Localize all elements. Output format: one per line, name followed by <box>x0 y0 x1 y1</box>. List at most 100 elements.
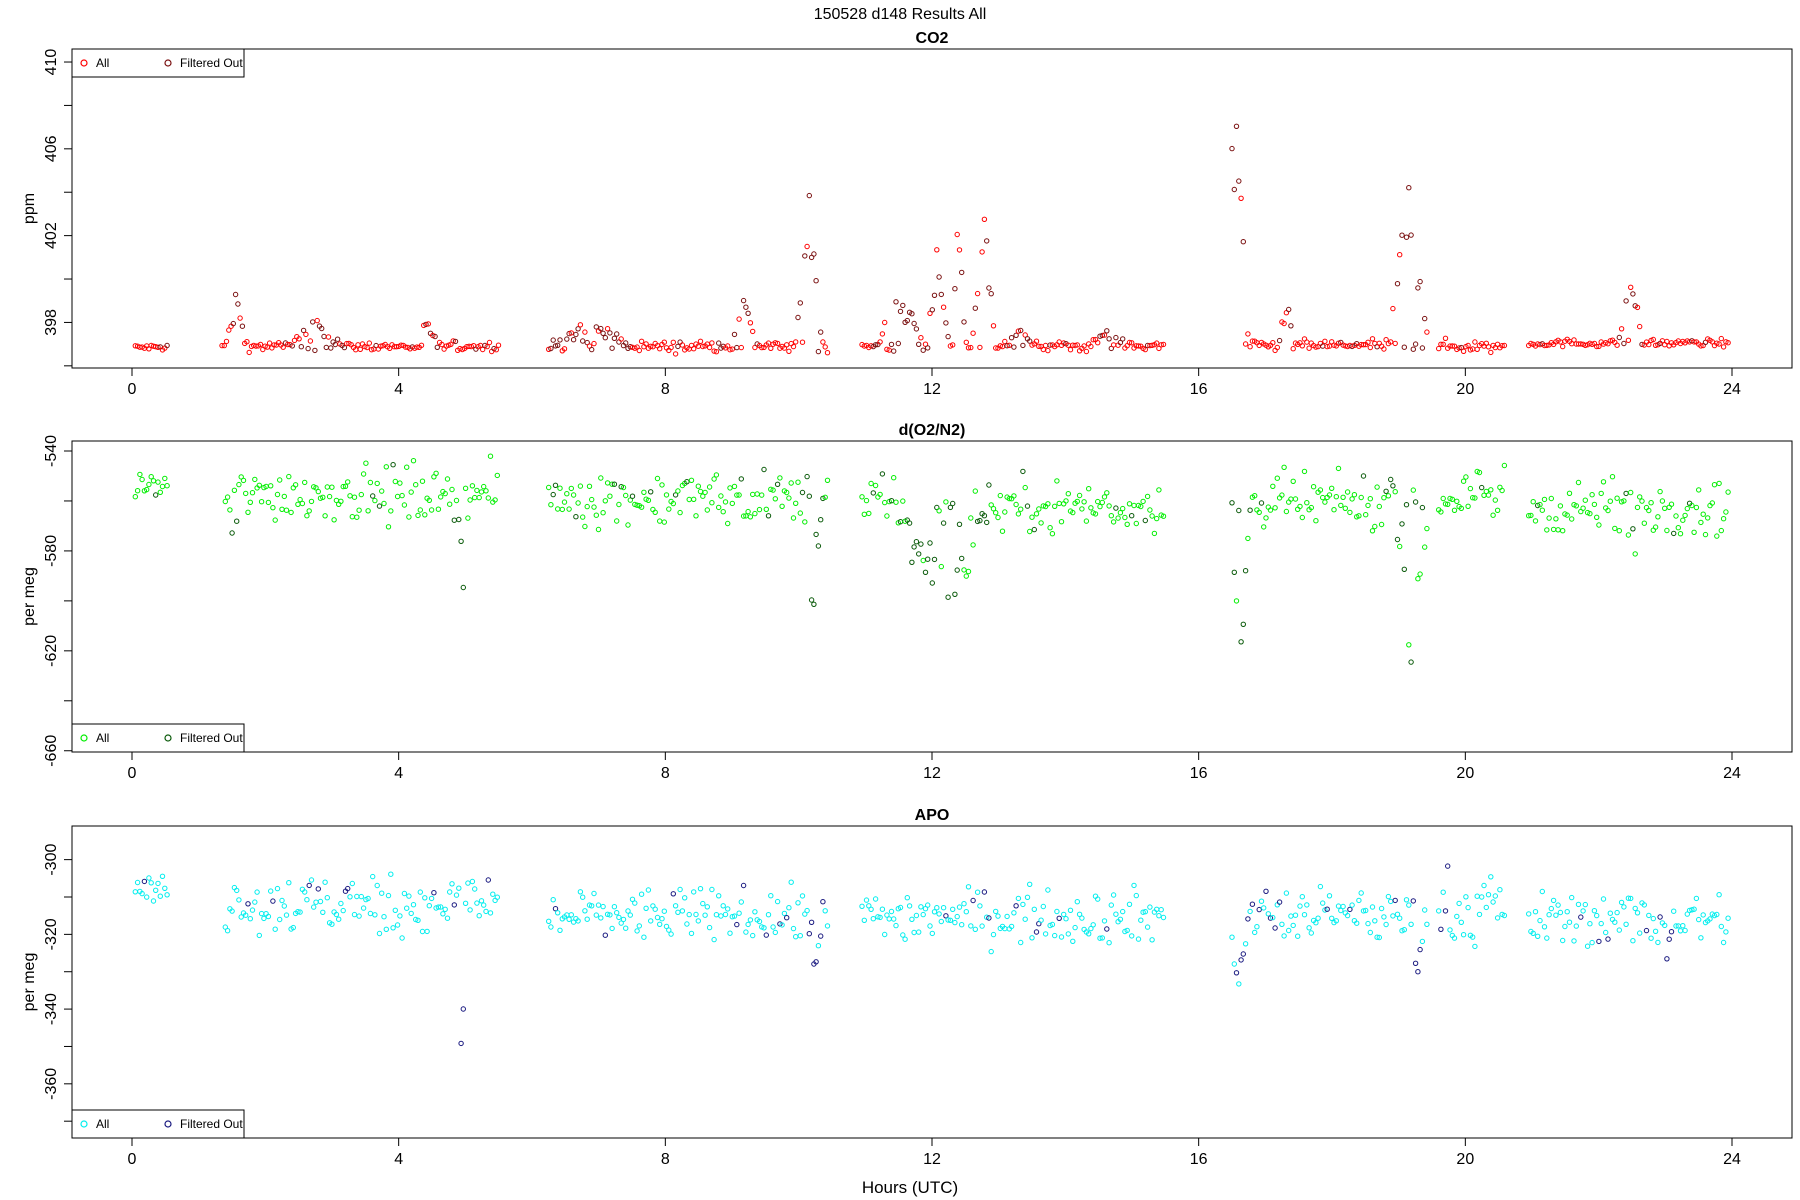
point-all <box>134 879 141 886</box>
point-filtered-out <box>1412 499 1419 505</box>
point-all <box>1040 903 1047 910</box>
point-all <box>1126 501 1133 507</box>
point-all <box>414 344 420 350</box>
point-all <box>134 488 141 494</box>
point-all <box>663 492 670 498</box>
point-all <box>711 476 717 482</box>
legend-marker <box>80 59 88 67</box>
point-filtered-out <box>1231 186 1238 193</box>
point-filtered-out <box>1011 344 1017 350</box>
point-all <box>1460 348 1467 354</box>
point-all <box>1090 337 1096 343</box>
point-all <box>1575 901 1582 908</box>
point-all <box>1074 498 1081 505</box>
y-axis-label: per meg <box>21 567 38 626</box>
point-filtered-out <box>961 319 967 325</box>
point-all <box>1369 528 1376 534</box>
point-all <box>604 911 611 917</box>
point-filtered-out <box>1113 334 1119 341</box>
point-all <box>1492 893 1499 899</box>
point-filtered-out <box>570 337 577 343</box>
point-all <box>1390 913 1396 919</box>
point-all <box>697 338 704 344</box>
point-all <box>1299 514 1306 521</box>
point-all <box>291 337 298 344</box>
point-filtered-out <box>328 345 334 351</box>
point-all <box>254 889 260 895</box>
point-all <box>221 342 228 349</box>
point-all <box>704 507 710 513</box>
point-all <box>725 906 731 912</box>
point-all <box>666 927 672 933</box>
point-all <box>439 341 445 348</box>
point-all <box>1365 339 1371 345</box>
point-all <box>956 904 963 910</box>
point-all <box>722 499 729 505</box>
point-all <box>1306 345 1312 351</box>
point-all <box>476 494 482 501</box>
point-all <box>679 342 686 348</box>
point-all <box>582 908 588 914</box>
point-all <box>645 887 652 893</box>
point-filtered-out <box>808 919 815 925</box>
point-all <box>706 344 713 351</box>
point-all <box>1621 904 1627 910</box>
point-all <box>1680 517 1686 523</box>
point-all <box>884 513 890 519</box>
point-all <box>1445 501 1451 507</box>
point-filtered-out <box>940 520 947 526</box>
point-all <box>718 913 724 919</box>
point-filtered-out <box>888 498 895 504</box>
point-all <box>548 502 554 508</box>
point-all <box>965 568 972 575</box>
point-all <box>722 911 729 918</box>
point-all <box>315 488 321 495</box>
point-all <box>1052 503 1058 509</box>
panel-title: d(O2/N2) <box>899 422 966 439</box>
point-all <box>979 249 985 255</box>
point-filtered-out <box>911 320 917 327</box>
point-all <box>652 906 658 912</box>
point-all <box>561 346 568 352</box>
point-all <box>1571 938 1577 944</box>
point-all <box>593 912 599 918</box>
point-all <box>231 487 238 493</box>
point-filtered-out <box>879 471 886 477</box>
point-all <box>1338 907 1344 914</box>
point-all <box>584 503 590 510</box>
point-filtered-out <box>589 346 595 353</box>
point-all <box>1438 341 1444 347</box>
point-all <box>1419 938 1426 945</box>
point-filtered-out <box>813 959 819 965</box>
point-all <box>1673 923 1679 929</box>
point-all <box>1655 514 1661 520</box>
point-all <box>1006 495 1012 502</box>
point-all <box>977 344 983 351</box>
legend-marker <box>80 734 88 742</box>
point-all <box>1088 505 1094 511</box>
point-all <box>256 932 262 939</box>
point-all <box>580 514 586 520</box>
point-all <box>677 886 683 893</box>
point-filtered-out <box>648 489 654 495</box>
point-all <box>963 909 969 915</box>
point-all <box>1557 909 1564 916</box>
point-all <box>772 340 778 346</box>
point-all <box>1474 346 1480 352</box>
point-all <box>1696 916 1702 923</box>
point-all <box>1281 464 1287 470</box>
point-all <box>1349 902 1355 908</box>
point-all <box>1160 341 1167 348</box>
point-all <box>638 338 645 344</box>
point-all <box>913 912 920 919</box>
point-all <box>224 928 231 934</box>
point-all <box>469 878 476 885</box>
point-all <box>961 567 967 573</box>
point-filtered-out <box>600 330 606 336</box>
point-all <box>1605 507 1611 514</box>
point-all <box>1689 502 1695 509</box>
point-all <box>598 915 604 921</box>
point-all <box>1539 888 1546 895</box>
point-filtered-out <box>1664 956 1670 962</box>
x-tick-label: 20 <box>1456 1151 1474 1168</box>
